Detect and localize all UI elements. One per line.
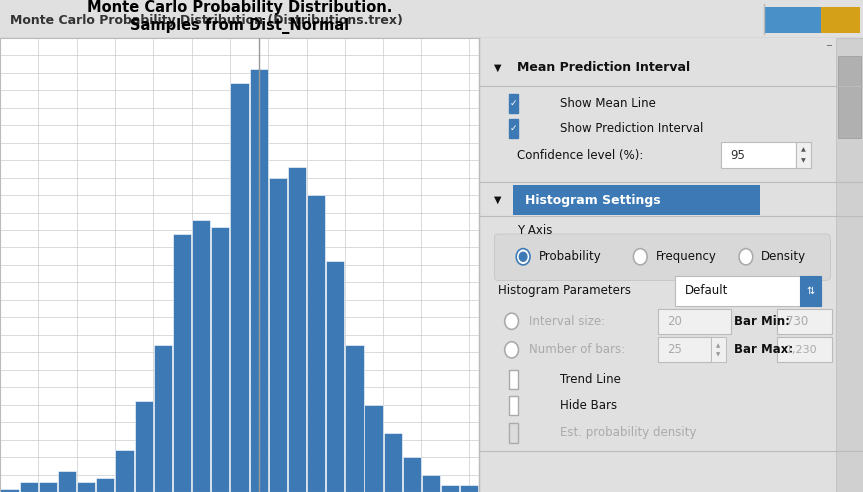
Bar xyxy=(345,345,363,492)
Circle shape xyxy=(739,248,753,265)
FancyBboxPatch shape xyxy=(509,370,519,389)
Bar xyxy=(460,485,478,492)
Text: ▲: ▲ xyxy=(716,343,721,348)
Bar xyxy=(249,69,268,492)
Circle shape xyxy=(516,248,530,265)
Text: ✓: ✓ xyxy=(510,124,518,133)
FancyBboxPatch shape xyxy=(658,338,711,362)
FancyBboxPatch shape xyxy=(792,7,831,32)
Bar xyxy=(422,474,440,492)
Bar xyxy=(384,432,402,492)
Bar xyxy=(1,489,19,492)
FancyBboxPatch shape xyxy=(838,56,861,138)
Bar xyxy=(116,450,134,492)
Bar xyxy=(403,457,421,492)
FancyBboxPatch shape xyxy=(777,338,832,362)
Text: ▼: ▼ xyxy=(716,352,721,357)
Text: ✓: ✓ xyxy=(510,99,518,108)
FancyBboxPatch shape xyxy=(509,119,519,138)
Bar xyxy=(326,261,344,492)
Bar xyxy=(211,226,230,492)
Text: ─: ─ xyxy=(826,40,831,49)
Text: Mean Prediction Interval: Mean Prediction Interval xyxy=(517,61,690,74)
FancyBboxPatch shape xyxy=(836,38,863,492)
Bar xyxy=(192,219,211,492)
Bar xyxy=(288,167,306,492)
Bar xyxy=(154,345,172,492)
Bar xyxy=(230,83,249,492)
FancyBboxPatch shape xyxy=(658,309,730,334)
Text: Probability: Probability xyxy=(539,250,602,263)
Bar xyxy=(364,404,382,492)
FancyBboxPatch shape xyxy=(509,94,519,113)
Bar xyxy=(97,478,115,492)
Text: ▼: ▼ xyxy=(801,158,806,163)
Text: Monte Carlo Probability Distribution (Distributions.trex): Monte Carlo Probability Distribution (Di… xyxy=(10,14,403,28)
Text: Show Prediction Interval: Show Prediction Interval xyxy=(559,122,703,135)
Bar xyxy=(268,178,287,492)
Bar xyxy=(20,482,38,492)
Text: ▼: ▼ xyxy=(494,62,501,72)
FancyBboxPatch shape xyxy=(675,277,821,306)
Circle shape xyxy=(633,248,647,265)
FancyBboxPatch shape xyxy=(494,234,830,280)
Text: 730: 730 xyxy=(786,315,809,328)
Circle shape xyxy=(505,313,519,330)
Bar xyxy=(135,401,153,492)
Text: Bar Min:: Bar Min: xyxy=(734,315,791,328)
Text: 1,230: 1,230 xyxy=(786,345,818,355)
FancyBboxPatch shape xyxy=(509,424,519,442)
Text: Hide Bars: Hide Bars xyxy=(559,399,617,412)
Bar xyxy=(307,195,325,492)
Text: Trend Line: Trend Line xyxy=(559,373,620,386)
Bar xyxy=(441,485,459,492)
Text: Confidence level (%):: Confidence level (%): xyxy=(517,149,644,161)
FancyBboxPatch shape xyxy=(796,142,811,168)
FancyBboxPatch shape xyxy=(711,338,726,362)
Text: Est. probability density: Est. probability density xyxy=(559,427,696,439)
Circle shape xyxy=(520,252,527,261)
FancyBboxPatch shape xyxy=(513,185,760,215)
Title: Monte Carlo Probability Distribution.
Samples from Dist_Normal: Monte Carlo Probability Distribution. Sa… xyxy=(87,0,392,33)
Text: Bar Max:: Bar Max: xyxy=(734,343,794,356)
Text: Interval size:: Interval size: xyxy=(529,315,605,328)
FancyBboxPatch shape xyxy=(800,277,821,306)
Text: 25: 25 xyxy=(667,343,682,356)
Text: Density: Density xyxy=(761,250,806,263)
Text: Number of bars:: Number of bars: xyxy=(529,343,625,356)
Text: ⇅: ⇅ xyxy=(806,286,814,296)
FancyBboxPatch shape xyxy=(509,396,519,415)
FancyBboxPatch shape xyxy=(764,7,803,32)
Text: Frequency: Frequency xyxy=(656,250,716,263)
Text: Show Mean Line: Show Mean Line xyxy=(559,97,656,110)
Text: Y Axis: Y Axis xyxy=(517,224,552,237)
Text: 20: 20 xyxy=(667,315,682,328)
Text: ▲: ▲ xyxy=(801,147,806,152)
Bar xyxy=(58,471,76,492)
FancyBboxPatch shape xyxy=(821,7,860,32)
FancyBboxPatch shape xyxy=(721,142,796,168)
Text: Histogram Parameters: Histogram Parameters xyxy=(498,284,631,297)
Bar xyxy=(173,234,191,492)
Text: 95: 95 xyxy=(730,149,746,161)
Circle shape xyxy=(505,341,519,358)
Text: Default: Default xyxy=(684,284,728,297)
Text: Histogram Settings: Histogram Settings xyxy=(525,193,661,207)
Text: ▼: ▼ xyxy=(494,195,501,205)
FancyBboxPatch shape xyxy=(777,309,832,334)
Bar xyxy=(77,482,95,492)
Bar xyxy=(39,482,57,492)
